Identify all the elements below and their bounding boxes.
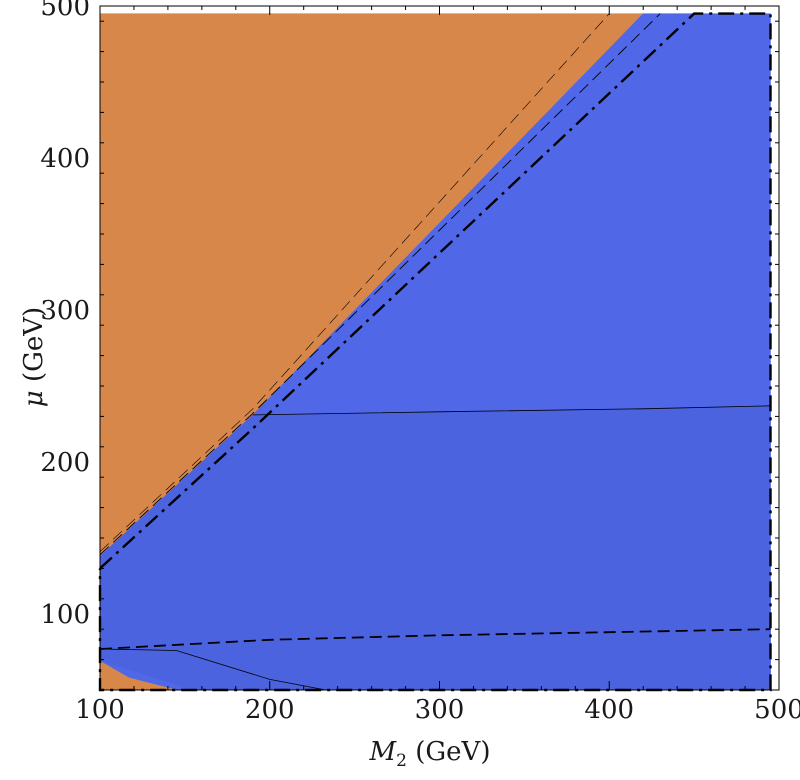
y-tick-label: 200: [40, 448, 90, 478]
ticks-layer: [99, 6, 780, 691]
x-tick-label: 200: [245, 695, 295, 725]
y-tick-label: 100: [40, 600, 90, 630]
x-axis-label: M2 (GeV): [369, 737, 491, 771]
y-axis-label: μ (GeV): [19, 307, 49, 407]
x-axis-label-var: M: [369, 737, 398, 767]
curve-solid-0: [252, 405, 771, 416]
y-tick-label: 300: [40, 296, 90, 326]
x-axis-label-unit: (GeV): [407, 737, 490, 767]
x-tick-label: 100: [75, 695, 125, 725]
x-tick-labels: 100 200 300 400 500: [75, 695, 800, 725]
y-tick-label: 500: [40, 0, 90, 22]
curve-dashed-2: [99, 628, 771, 650]
curve-dashed-4: [99, 13, 661, 556]
x-axis-label-sub: 2: [396, 751, 407, 771]
y-axis-label-var: μ: [19, 390, 49, 407]
curve-dashed-5: [99, 13, 610, 552]
y-tick-label: 400: [40, 144, 90, 174]
x-tick-label: 400: [584, 695, 634, 725]
regions-layer: [99, 13, 771, 691]
curve-solid-1: [99, 648, 326, 691]
x-tick-label: 300: [415, 695, 465, 725]
x-tick-label: 500: [754, 695, 800, 725]
y-axis-label-unit: (GeV): [19, 307, 49, 390]
y-tick-labels: 100 200 300 400 500: [40, 0, 90, 630]
